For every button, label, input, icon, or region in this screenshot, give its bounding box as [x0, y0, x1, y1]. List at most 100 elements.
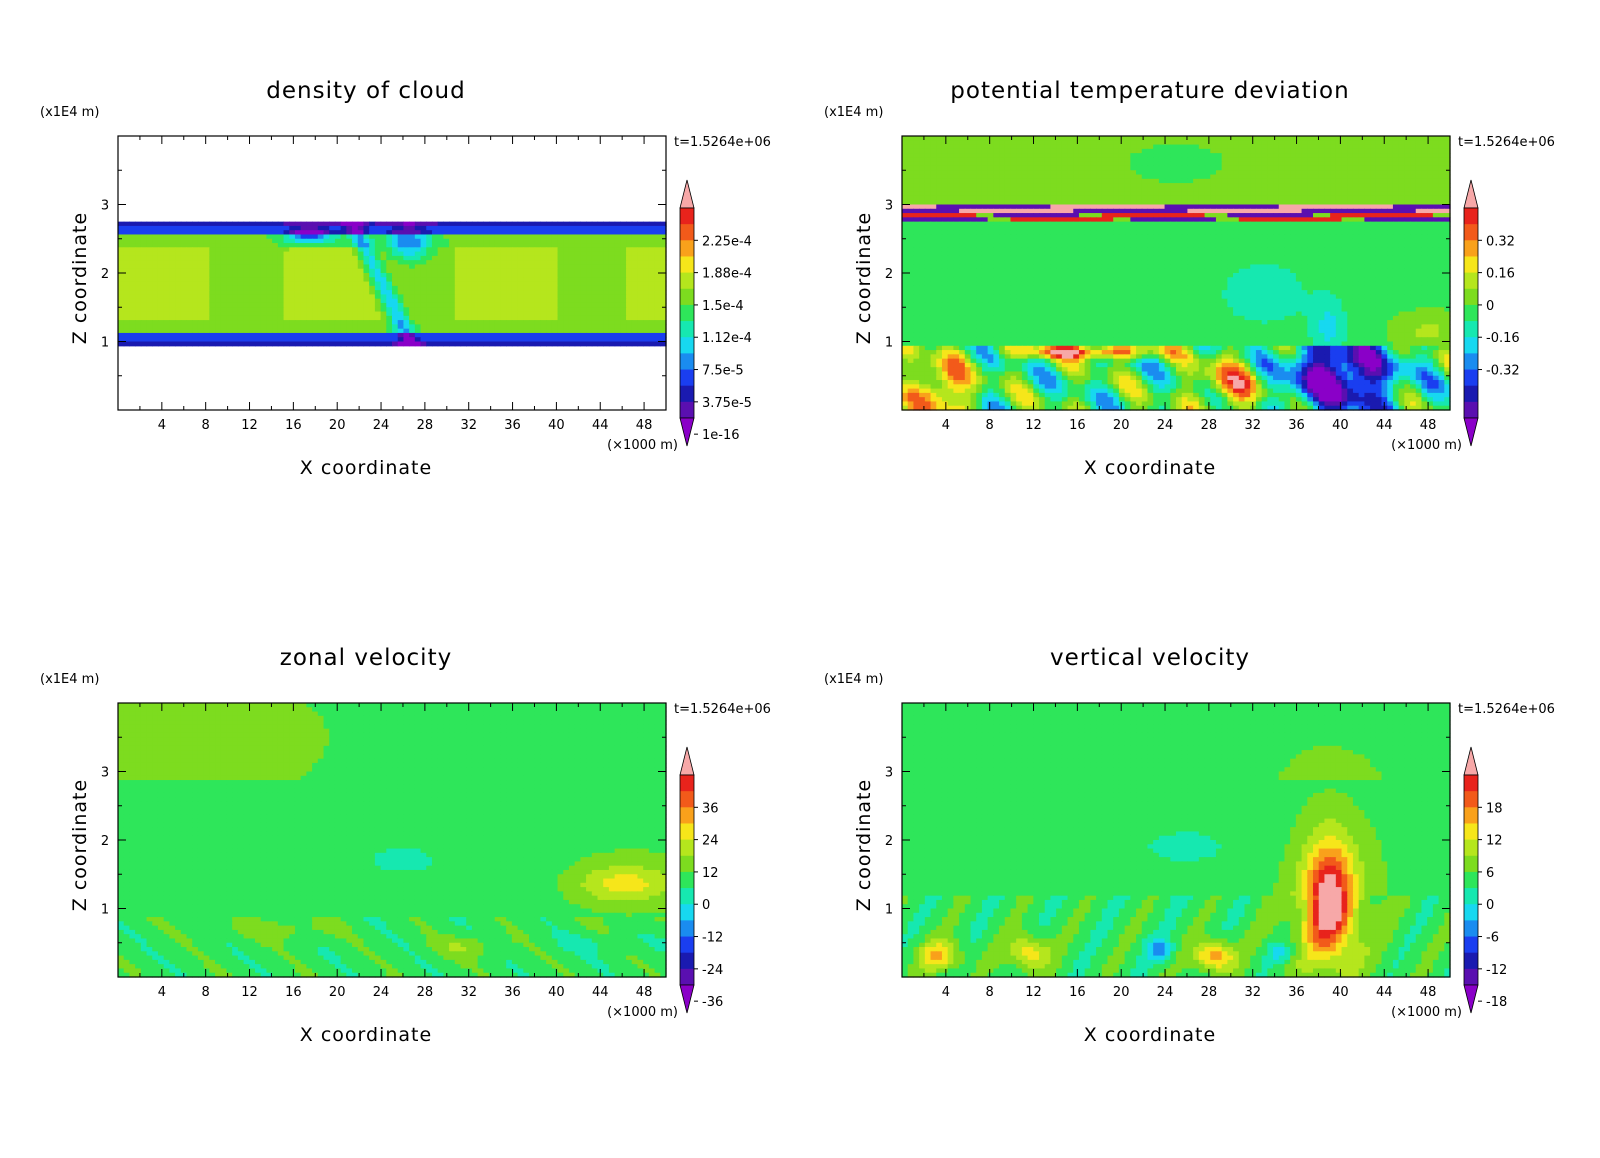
heatmap-cell	[129, 238, 136, 244]
heatmap-cell	[489, 247, 496, 253]
heatmap-cell	[409, 251, 416, 257]
heatmap-cell	[913, 217, 920, 223]
heatmap-cell	[1250, 225, 1257, 231]
heatmap-cell	[500, 337, 507, 343]
heatmap-cell	[426, 251, 433, 257]
heatmap-cell	[152, 273, 159, 278]
heatmap-cell	[443, 337, 450, 343]
heatmap-cell	[1221, 174, 1228, 180]
heatmap-cell	[294, 307, 302, 313]
heatmap-cell	[163, 230, 170, 236]
heatmap-cell	[392, 294, 399, 300]
heatmap-cell	[306, 247, 313, 253]
heatmap-cell	[1130, 170, 1137, 176]
heatmap-cell	[237, 290, 245, 296]
heatmap-cell	[1067, 204, 1074, 210]
heatmap-cell	[357, 311, 365, 317]
heatmap-cell	[1090, 225, 1097, 231]
heatmap-cell	[626, 302, 633, 308]
heatmap-cell	[614, 290, 621, 296]
heatmap-cell	[907, 213, 915, 218]
heatmap-cell	[1073, 153, 1080, 159]
heatmap-cell	[1176, 157, 1183, 163]
heatmap-cell	[1295, 136, 1303, 141]
heatmap-cell	[913, 157, 920, 163]
heatmap-cell	[947, 157, 954, 163]
heatmap-cell	[1267, 187, 1274, 193]
heatmap-cell	[272, 332, 279, 338]
heatmap-cell	[1427, 187, 1434, 193]
heatmap-cell	[1050, 144, 1057, 150]
heatmap-cell	[340, 255, 347, 261]
heatmap-cell	[426, 247, 433, 253]
heatmap-cell	[597, 260, 604, 266]
heatmap-cell	[397, 255, 405, 261]
heatmap-cell	[232, 234, 239, 240]
heatmap-cell	[1267, 174, 1274, 180]
heatmap-cell	[1050, 157, 1057, 163]
heatmap-cell	[517, 281, 524, 287]
heatmap-cell	[919, 165, 926, 171]
heatmap-cell	[317, 251, 325, 257]
heatmap-cell	[243, 324, 250, 330]
heatmap-cell	[540, 302, 547, 308]
heatmap-cell	[209, 264, 216, 270]
heatmap-cell	[437, 234, 444, 240]
heatmap-cell	[1170, 144, 1177, 150]
heatmap-cell	[574, 264, 581, 270]
heatmap-cell	[546, 337, 553, 343]
heatmap-cell	[426, 307, 433, 313]
heatmap-cell	[175, 281, 182, 287]
heatmap-cell	[924, 174, 932, 180]
heatmap-cell	[157, 337, 165, 343]
heatmap-cell	[1050, 221, 1057, 227]
heatmap-cell	[129, 290, 136, 296]
heatmap-cell	[1352, 191, 1360, 197]
heatmap-cell	[959, 183, 966, 188]
heatmap-cell	[643, 307, 650, 313]
heatmap-cell	[300, 234, 307, 240]
heatmap-cell	[1033, 213, 1040, 218]
heatmap-cell	[924, 191, 932, 197]
heatmap-cell	[277, 302, 285, 308]
heatmap-cell	[1118, 204, 1126, 210]
heatmap-cell	[637, 315, 644, 321]
heatmap-cell	[374, 230, 382, 236]
heatmap-cell	[1267, 153, 1274, 159]
heatmap-cell	[266, 302, 273, 308]
heatmap-cell	[557, 260, 564, 266]
heatmap-cell	[964, 195, 972, 201]
heatmap-cell	[1238, 183, 1246, 188]
heatmap-cell	[1290, 178, 1297, 184]
heatmap-cell	[523, 264, 530, 270]
heatmap-cell	[140, 337, 148, 343]
heatmap-cell	[511, 320, 519, 325]
heatmap-cell	[157, 332, 165, 338]
heatmap-cell	[357, 247, 365, 253]
heatmap-cell	[620, 324, 627, 330]
heatmap-cell	[232, 311, 239, 317]
heatmap-cell	[471, 238, 479, 244]
heatmap-cell	[1347, 170, 1354, 176]
heatmap-cell	[380, 268, 387, 274]
heatmap-cell	[443, 277, 450, 283]
heatmap-cell	[529, 277, 536, 283]
heatmap-cell	[913, 183, 920, 188]
heatmap-cell	[129, 230, 136, 236]
heatmap-cell	[414, 281, 422, 287]
heatmap-cell	[237, 320, 245, 325]
heatmap-cell	[431, 290, 439, 296]
heatmap-cell	[357, 341, 365, 347]
heatmap-cell	[1044, 174, 1052, 180]
heatmap-cell	[1107, 153, 1114, 159]
heatmap-cell	[557, 243, 564, 248]
heatmap-cell	[300, 302, 307, 308]
heatmap-cell	[1073, 221, 1080, 227]
heatmap-cell	[118, 260, 125, 266]
heatmap-cell	[1124, 191, 1131, 197]
heatmap-cell	[215, 311, 222, 317]
heatmap-cell	[192, 307, 199, 313]
heatmap-cell	[249, 315, 256, 321]
heatmap-cell	[574, 298, 581, 304]
heatmap-cell	[1193, 183, 1200, 188]
